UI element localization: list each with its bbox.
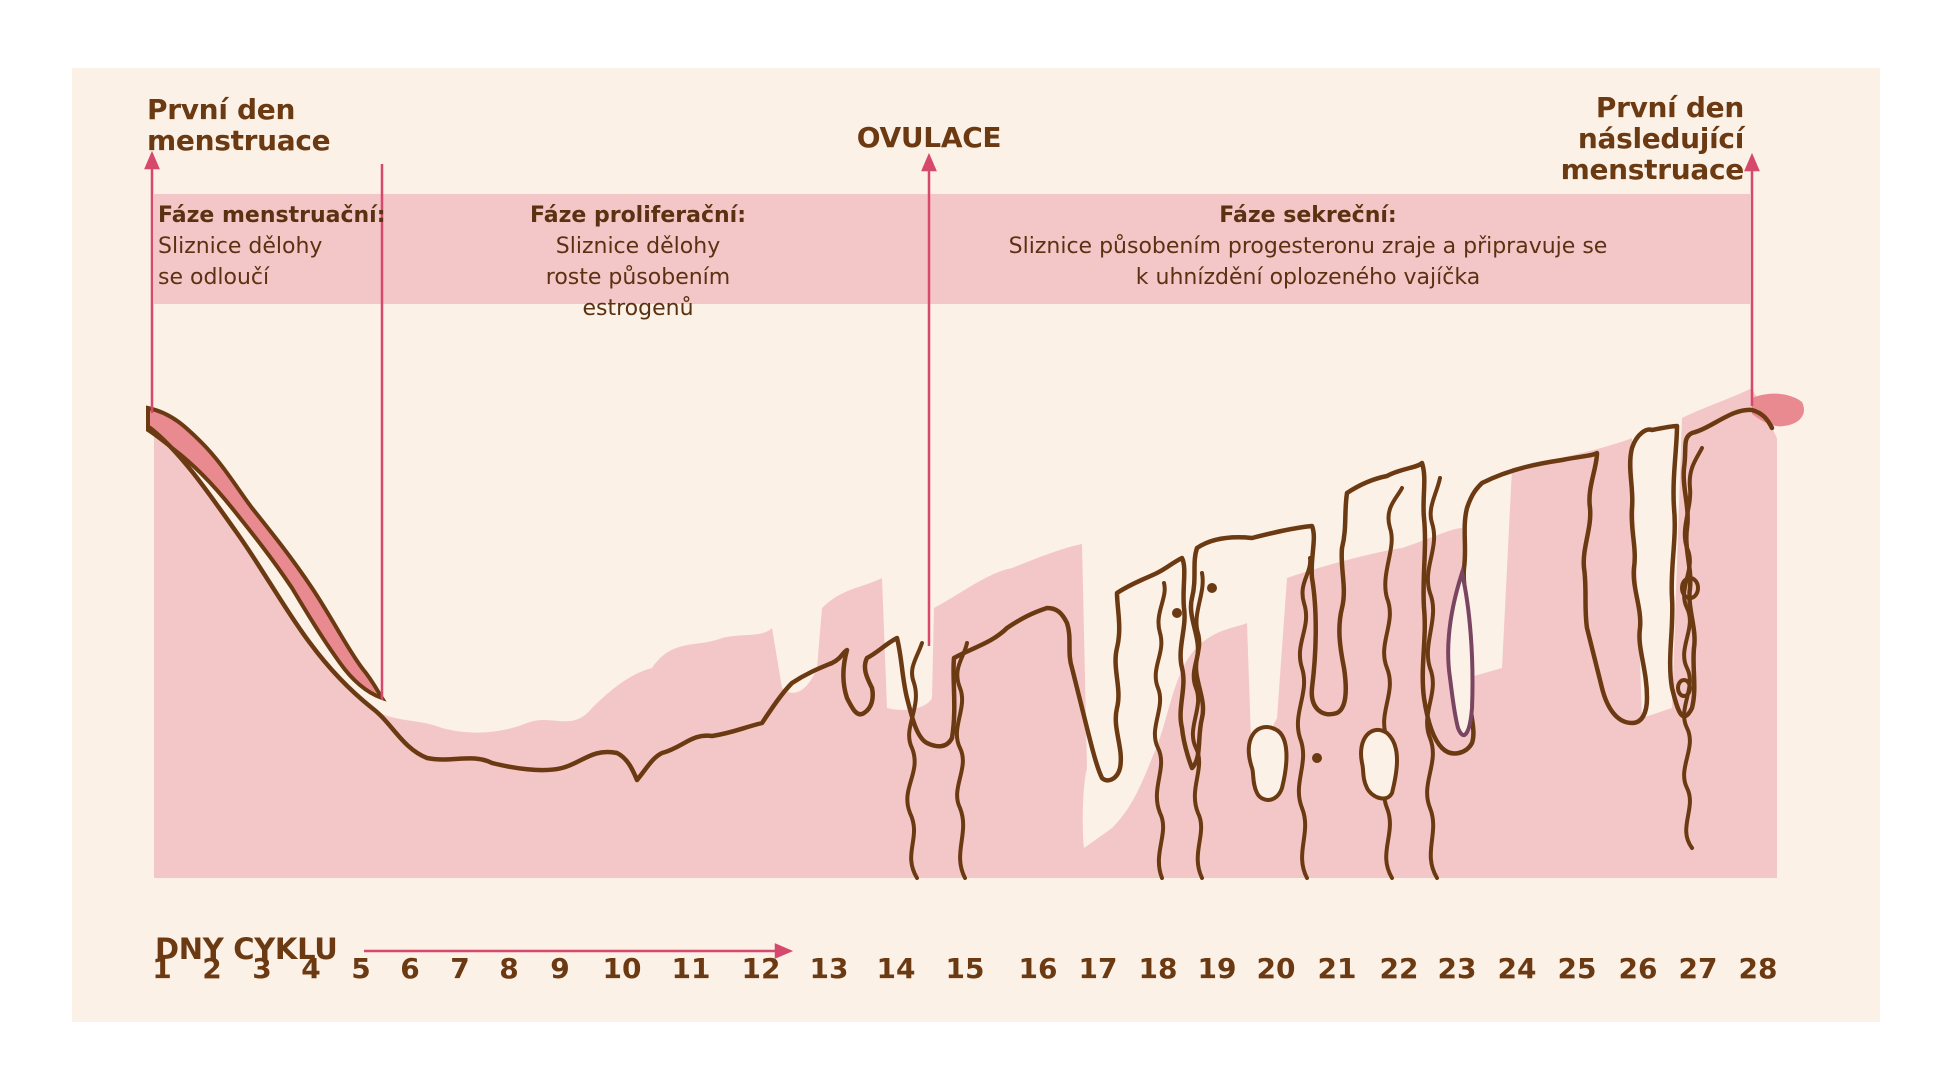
- day-label-18: 18: [1138, 952, 1178, 985]
- day-label-17: 17: [1078, 952, 1118, 985]
- gland-dots: [1172, 583, 1322, 763]
- gland-27: [1682, 446, 1704, 850]
- day-label-11: 11: [671, 952, 711, 985]
- day-label-9: 9: [550, 952, 570, 985]
- dot-c: [1312, 753, 1322, 763]
- endometrium-tissue: [154, 388, 1777, 878]
- phase-secretory-title: Fáze sekreční:: [1219, 203, 1397, 228]
- day-label-23: 23: [1437, 952, 1477, 985]
- phase-proliferative-text: Sliznice dělohy roste působením estrogen…: [545, 234, 731, 321]
- day-label-7: 7: [450, 952, 470, 985]
- day-label-15: 15: [945, 952, 985, 985]
- day-label-8: 8: [499, 952, 519, 985]
- phase-menstrual-title: Fáze menstruační:: [158, 203, 386, 228]
- day-label-27: 27: [1678, 952, 1718, 985]
- day-label-19: 19: [1197, 952, 1237, 985]
- gland-15: [954, 641, 969, 880]
- day-label-4: 4: [301, 952, 321, 985]
- arrow-head-day1: [144, 150, 160, 170]
- cavity-22: [1359, 727, 1399, 801]
- gland-18: [1152, 581, 1167, 880]
- phase-secretory-text: Sliznice působením progesteronu zraje a …: [1008, 234, 1608, 290]
- day-label-24: 24: [1497, 952, 1537, 985]
- day-label-22: 22: [1379, 952, 1419, 985]
- gland-squiggles: [905, 446, 1704, 880]
- gland-23: [1425, 476, 1442, 880]
- arrow-head-ovulation: [921, 152, 937, 172]
- day-label-25: 25: [1557, 952, 1597, 985]
- next-first-day-label: První den následující menstruace: [1560, 91, 1745, 186]
- day-label-2: 2: [202, 952, 222, 985]
- phase-secretory: Fáze sekreční: Sliznice působením proges…: [998, 200, 1618, 293]
- day-label-10: 10: [602, 952, 642, 985]
- cavity-20: [1246, 725, 1289, 802]
- day-label-14: 14: [876, 952, 916, 985]
- day-label-26: 26: [1618, 952, 1658, 985]
- cavities: [1246, 565, 1475, 802]
- gland-19: [1190, 571, 1205, 880]
- phase-menstrual: Fáze menstruační: Sliznice dělohy se odl…: [158, 200, 388, 293]
- endometrium-diagram: [144, 150, 1804, 959]
- day-label-6: 6: [400, 952, 420, 985]
- phase-proliferative-title: Fáze proliferační:: [530, 203, 746, 228]
- phase-menstrual-text: Sliznice dělohy se odloučí: [158, 234, 323, 290]
- day-label-1: 1: [152, 952, 172, 985]
- gland-14: [905, 641, 924, 880]
- day-label-13: 13: [809, 952, 849, 985]
- endometrium-outline: [147, 407, 1775, 783]
- day-label-28: 28: [1738, 952, 1778, 985]
- cavity-23: [1446, 565, 1475, 737]
- dot-a: [1172, 608, 1182, 618]
- day-label-20: 20: [1256, 952, 1296, 985]
- markers: [144, 150, 1760, 959]
- day-label-5: 5: [351, 952, 371, 985]
- day-label-3: 3: [252, 952, 272, 985]
- cycle-arrow-head: [774, 943, 794, 959]
- arrow-head-day28: [1744, 152, 1760, 172]
- dot-b: [1207, 583, 1217, 593]
- phase-proliferative: Fáze proliferační: Sliznice dělohy roste…: [468, 200, 808, 324]
- cycle-days-label: DNY CYKLU: [155, 932, 338, 966]
- phase-band: [154, 194, 1750, 304]
- ovulation-label: OVULACE: [856, 121, 1002, 154]
- gland-loop-27b: [1676, 678, 1692, 698]
- day-label-16: 16: [1018, 952, 1058, 985]
- diagram-panel: První den menstruace OVULACE První den n…: [72, 68, 1880, 1022]
- first-day-label: První den menstruace: [147, 93, 331, 157]
- day-label-12: 12: [741, 952, 781, 985]
- gland-21: [1295, 556, 1313, 880]
- day-label-21: 21: [1317, 952, 1357, 985]
- gland-loop-27: [1680, 576, 1700, 600]
- gland-22: [1382, 486, 1404, 880]
